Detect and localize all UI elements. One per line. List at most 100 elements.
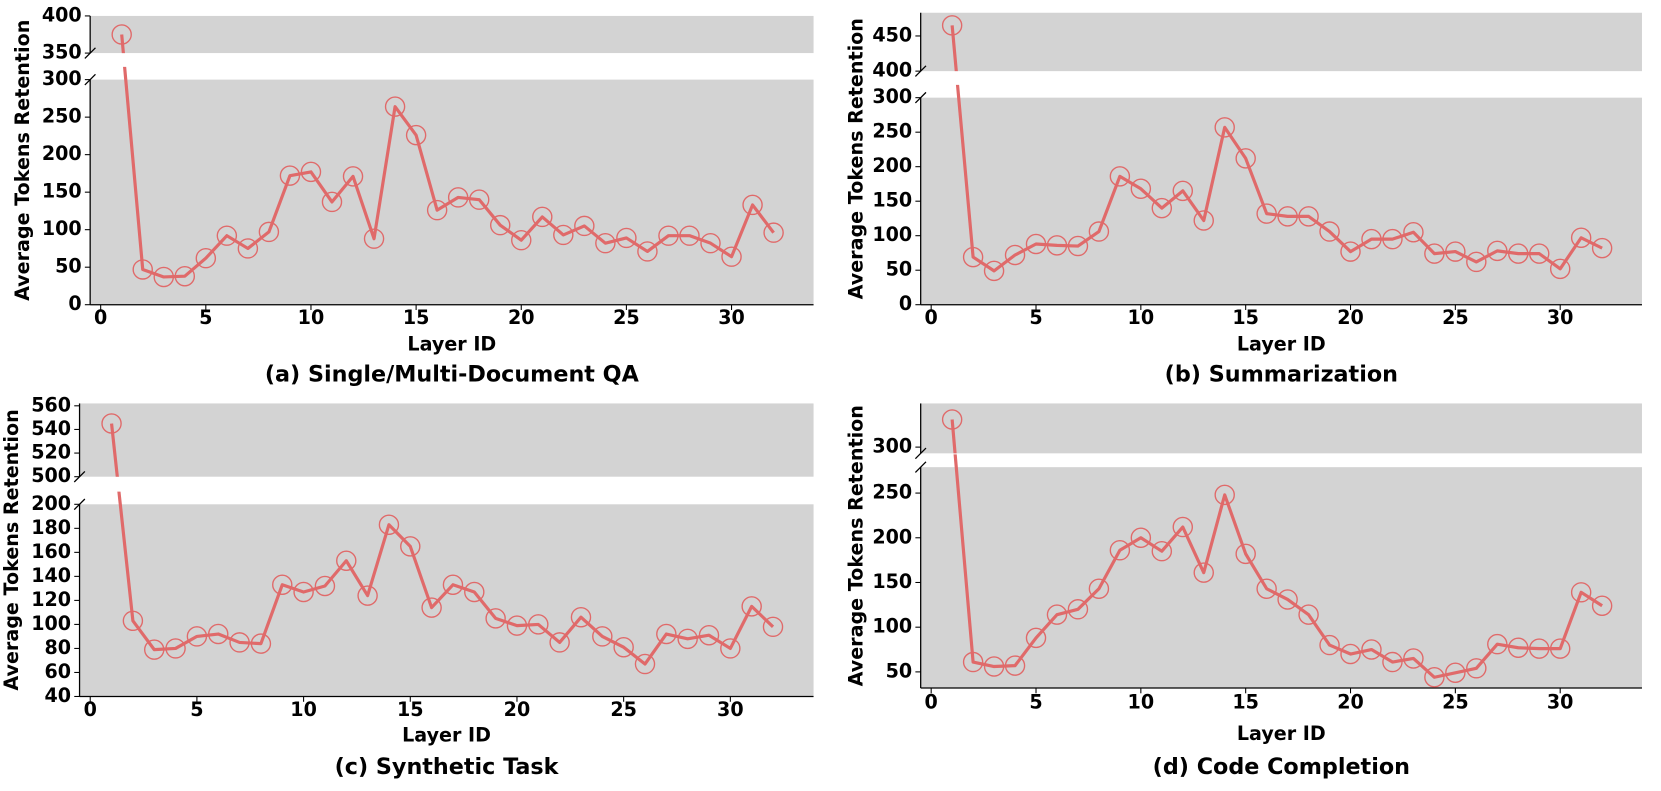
- lower-panel: [920, 467, 1642, 688]
- x-tick-label: 25: [1442, 690, 1469, 713]
- marker: [1046, 235, 1068, 256]
- marker: [237, 238, 259, 259]
- marker: [464, 581, 485, 603]
- marker: [506, 615, 528, 636]
- x-tick-label: 30: [1547, 306, 1574, 329]
- x-tick-label: 0: [925, 306, 938, 329]
- marker: [1004, 655, 1026, 676]
- x-tick-label: 20: [1337, 690, 1364, 713]
- marker: [1130, 527, 1152, 549]
- marker: [1570, 582, 1592, 603]
- marker: [321, 191, 343, 213]
- y-tick-label: 500: [31, 464, 71, 487]
- y-tick-label: 50: [886, 258, 913, 281]
- marker: [485, 608, 506, 629]
- marker: [1109, 540, 1131, 561]
- marker: [442, 574, 464, 596]
- y-axis-label: Average Tokens Retention: [0, 409, 23, 690]
- y-tick-label: 200: [42, 142, 82, 165]
- y-tick-label: 400: [42, 3, 82, 26]
- y-tick-label: 150: [872, 570, 912, 593]
- x-tick-label: 25: [610, 698, 637, 721]
- marker: [342, 166, 364, 187]
- marker: [1508, 243, 1529, 264]
- marker: [363, 228, 385, 249]
- upper-panel: [920, 12, 1642, 72]
- marker: [1214, 484, 1235, 506]
- y-tick-label: 50: [55, 255, 82, 278]
- marker: [1466, 658, 1487, 679]
- y-tick-label: 200: [872, 154, 912, 177]
- y-tick-label: 80: [45, 636, 72, 659]
- subplot-caption: (c) Synthetic Task: [335, 754, 560, 780]
- x-axis-label: Layer ID: [1237, 333, 1326, 356]
- marker: [1487, 633, 1508, 655]
- x-tick-label: 5: [1029, 306, 1042, 329]
- marker: [1025, 627, 1047, 649]
- x-tick-label: 15: [397, 698, 424, 721]
- marker: [132, 259, 153, 280]
- y-tick-label: 560: [31, 393, 71, 416]
- marker: [1277, 589, 1298, 610]
- marker: [174, 265, 196, 287]
- marker: [1340, 643, 1361, 665]
- marker: [489, 214, 511, 236]
- subplot: 50 100 150 200 250 300 0 5 10 15 20 25 30 Layer ID Ave…: [845, 403, 1642, 780]
- marker: [511, 229, 532, 251]
- x-tick-label: 10: [1128, 690, 1155, 713]
- marker: [400, 536, 421, 557]
- x-tick-label: 30: [718, 306, 745, 329]
- y-tick-label: 150: [872, 189, 912, 212]
- x-tick-label: 10: [298, 306, 325, 329]
- x-axis-label: Layer ID: [407, 333, 496, 356]
- marker: [1403, 222, 1424, 243]
- marker: [1508, 637, 1529, 658]
- marker: [1403, 648, 1424, 669]
- marker: [592, 626, 613, 647]
- axis-break: [914, 447, 927, 460]
- x-tick-label: 25: [613, 306, 640, 329]
- marker: [1528, 243, 1550, 264]
- marker: [165, 638, 186, 659]
- marker: [1088, 578, 1110, 599]
- upper-panel: [920, 403, 1642, 454]
- marker: [698, 624, 720, 646]
- marker: [1361, 639, 1382, 660]
- marker: [143, 639, 165, 660]
- subplot-caption: (b) Summarization: [1165, 361, 1398, 387]
- x-tick-label: 15: [403, 306, 430, 329]
- marker: [941, 15, 963, 36]
- y-tick-label: 100: [42, 217, 82, 240]
- marker: [1298, 206, 1319, 227]
- marker: [1067, 235, 1089, 257]
- y-tick-label: 250: [42, 105, 82, 128]
- marker: [250, 633, 272, 654]
- x-tick-label: 5: [199, 306, 212, 329]
- x-tick-label: 0: [84, 698, 97, 721]
- marker: [101, 413, 122, 434]
- marker: [762, 616, 784, 638]
- marker: [272, 574, 293, 596]
- y-tick-label: 100: [872, 223, 912, 246]
- lower-panel: [79, 504, 814, 697]
- x-tick-label: 0: [94, 306, 107, 329]
- marker: [314, 575, 336, 597]
- x-tick-label: 20: [508, 306, 535, 329]
- marker: [336, 550, 357, 572]
- y-axis-label: Average Tokens Retention: [11, 20, 34, 301]
- y-tick-label: 0: [68, 292, 81, 315]
- marker: [1591, 595, 1613, 616]
- marker: [962, 651, 984, 673]
- marker: [1277, 206, 1298, 227]
- y-tick-label: 450: [872, 23, 912, 46]
- marker: [1109, 166, 1131, 187]
- marker: [447, 187, 469, 208]
- marker: [1361, 228, 1382, 250]
- y-tick-label: 250: [872, 481, 912, 504]
- y-tick-label: 300: [872, 85, 912, 108]
- marker: [1172, 516, 1194, 538]
- marker: [1528, 638, 1550, 659]
- marker: [553, 224, 574, 246]
